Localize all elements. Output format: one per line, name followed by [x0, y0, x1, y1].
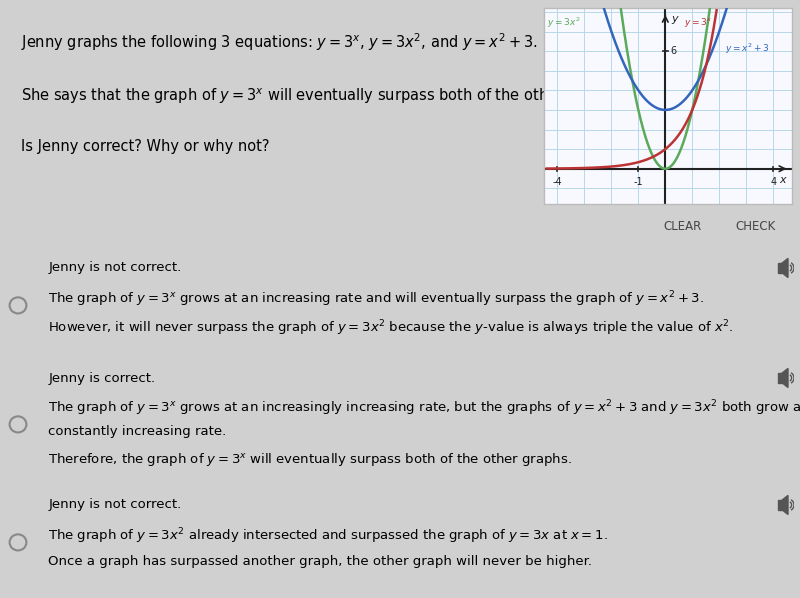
Text: The graph of $y = 3^x$ grows at an increasingly increasing rate, but the graphs : The graph of $y = 3^x$ grows at an incre… [48, 399, 800, 418]
Text: Jenny is not correct.: Jenny is not correct. [48, 261, 182, 274]
Text: The graph of $y = 3^x$ grows at an increasing rate and will eventually surpass t: The graph of $y = 3^x$ grows at an incre… [48, 289, 704, 309]
Text: constantly increasing rate.: constantly increasing rate. [48, 425, 226, 438]
Text: -1: -1 [634, 176, 643, 187]
Text: The graph of $y = 3x^2$ already intersected and surpassed the graph of $y = 3x$ : The graph of $y = 3x^2$ already intersec… [48, 527, 608, 546]
Text: 4: 4 [770, 176, 776, 187]
Text: Jenny is correct.: Jenny is correct. [48, 373, 155, 386]
Polygon shape [673, 19, 679, 39]
Text: She says that the graph of $y = 3^x$ will eventually surpass both of the other g: She says that the graph of $y = 3^x$ wil… [21, 86, 622, 106]
Text: $y = 3^x$: $y = 3^x$ [684, 16, 713, 29]
Polygon shape [782, 495, 788, 514]
Text: Is Jenny correct? Why or why not?: Is Jenny correct? Why or why not? [21, 139, 270, 154]
Text: Once a graph has surpassed another graph, the other graph will never be higher.: Once a graph has surpassed another graph… [48, 555, 592, 568]
Text: $y = x^2+3$: $y = x^2+3$ [725, 41, 770, 56]
Text: However, it will never surpass the graph of $y = 3x^2$ because the $y$-value is : However, it will never surpass the graph… [48, 318, 734, 338]
Text: $y = 3x^2$: $y = 3x^2$ [546, 16, 580, 30]
Text: Jenny graphs the following 3 equations: $y = 3^x$, $y = 3x^2$, and $y = x^2 + 3$: Jenny graphs the following 3 equations: … [21, 32, 538, 53]
Bar [778, 263, 782, 273]
Polygon shape [782, 368, 788, 388]
Text: $x$: $x$ [779, 175, 788, 185]
Text: CHECK: CHECK [736, 219, 776, 233]
Text: -4: -4 [553, 176, 562, 187]
Bar [778, 373, 782, 383]
Text: 6: 6 [670, 46, 677, 56]
Text: $y$: $y$ [670, 14, 680, 26]
Bar [669, 24, 673, 34]
Text: Jenny is not correct.: Jenny is not correct. [48, 498, 182, 511]
Bar [778, 500, 782, 509]
Text: CLEAR: CLEAR [663, 219, 701, 233]
Polygon shape [782, 258, 788, 277]
Text: Therefore, the graph of $y = 3^x$ will eventually surpass both of the other grap: Therefore, the graph of $y = 3^x$ will e… [48, 451, 572, 468]
